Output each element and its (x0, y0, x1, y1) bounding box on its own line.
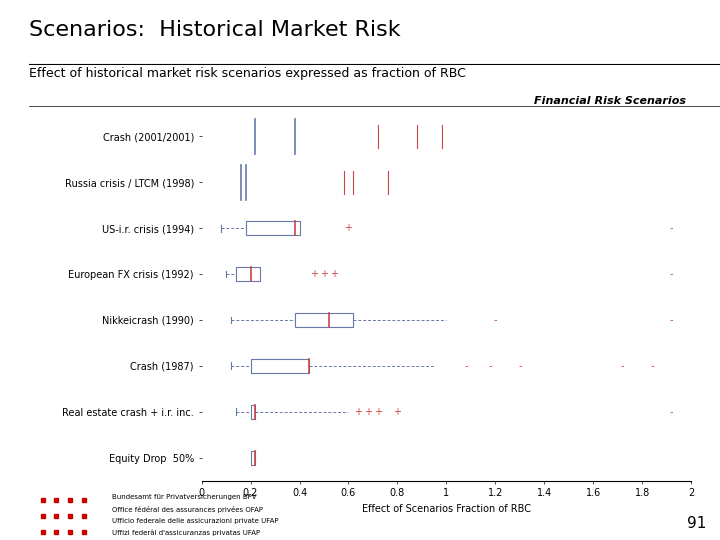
Text: +: + (330, 269, 338, 279)
Bar (246, 221, 300, 235)
Text: +: + (310, 269, 318, 279)
Text: Ufficio federale delle assicurazioni private UFAP: Ufficio federale delle assicurazioni pri… (112, 518, 278, 524)
Text: -: - (670, 269, 673, 279)
Bar (294, 313, 354, 327)
Text: +: + (364, 407, 372, 417)
Text: Office fédéral des assurances privées OFAP: Office fédéral des assurances privées OF… (112, 506, 263, 513)
Text: Scenarios:  Historical Market Risk: Scenarios: Historical Market Risk (29, 20, 400, 40)
Text: +: + (320, 269, 328, 279)
Text: +: + (354, 407, 362, 417)
Text: -: - (670, 407, 673, 417)
Text: +: + (344, 223, 353, 233)
Text: Effect of historical market risk scenarios expressed as fraction of RBC: Effect of historical market risk scenari… (29, 66, 466, 80)
Text: Financial Risk Scenarios: Financial Risk Scenarios (534, 96, 686, 106)
X-axis label: Effect of Scenarios Fraction of RBC: Effect of Scenarios Fraction of RBC (362, 504, 531, 514)
Text: Bundesamt für Privatversicherungen BPV: Bundesamt für Privatversicherungen BPV (112, 494, 256, 500)
Text: -: - (464, 361, 468, 371)
Text: -: - (650, 361, 654, 371)
Text: 91: 91 (687, 516, 706, 531)
Bar (236, 267, 261, 281)
Bar (251, 359, 310, 373)
Text: Uffizi federâl d'assicuranzas privatas UFAP: Uffizi federâl d'assicuranzas privatas U… (112, 530, 260, 536)
Text: +: + (393, 407, 402, 417)
Text: -: - (494, 315, 497, 325)
Bar (251, 405, 256, 418)
Text: -: - (670, 315, 673, 325)
Bar (251, 451, 256, 464)
Text: -: - (670, 223, 673, 233)
Text: -: - (518, 361, 521, 371)
Text: +: + (374, 407, 382, 417)
Text: -: - (489, 361, 492, 371)
Text: -: - (621, 361, 624, 371)
